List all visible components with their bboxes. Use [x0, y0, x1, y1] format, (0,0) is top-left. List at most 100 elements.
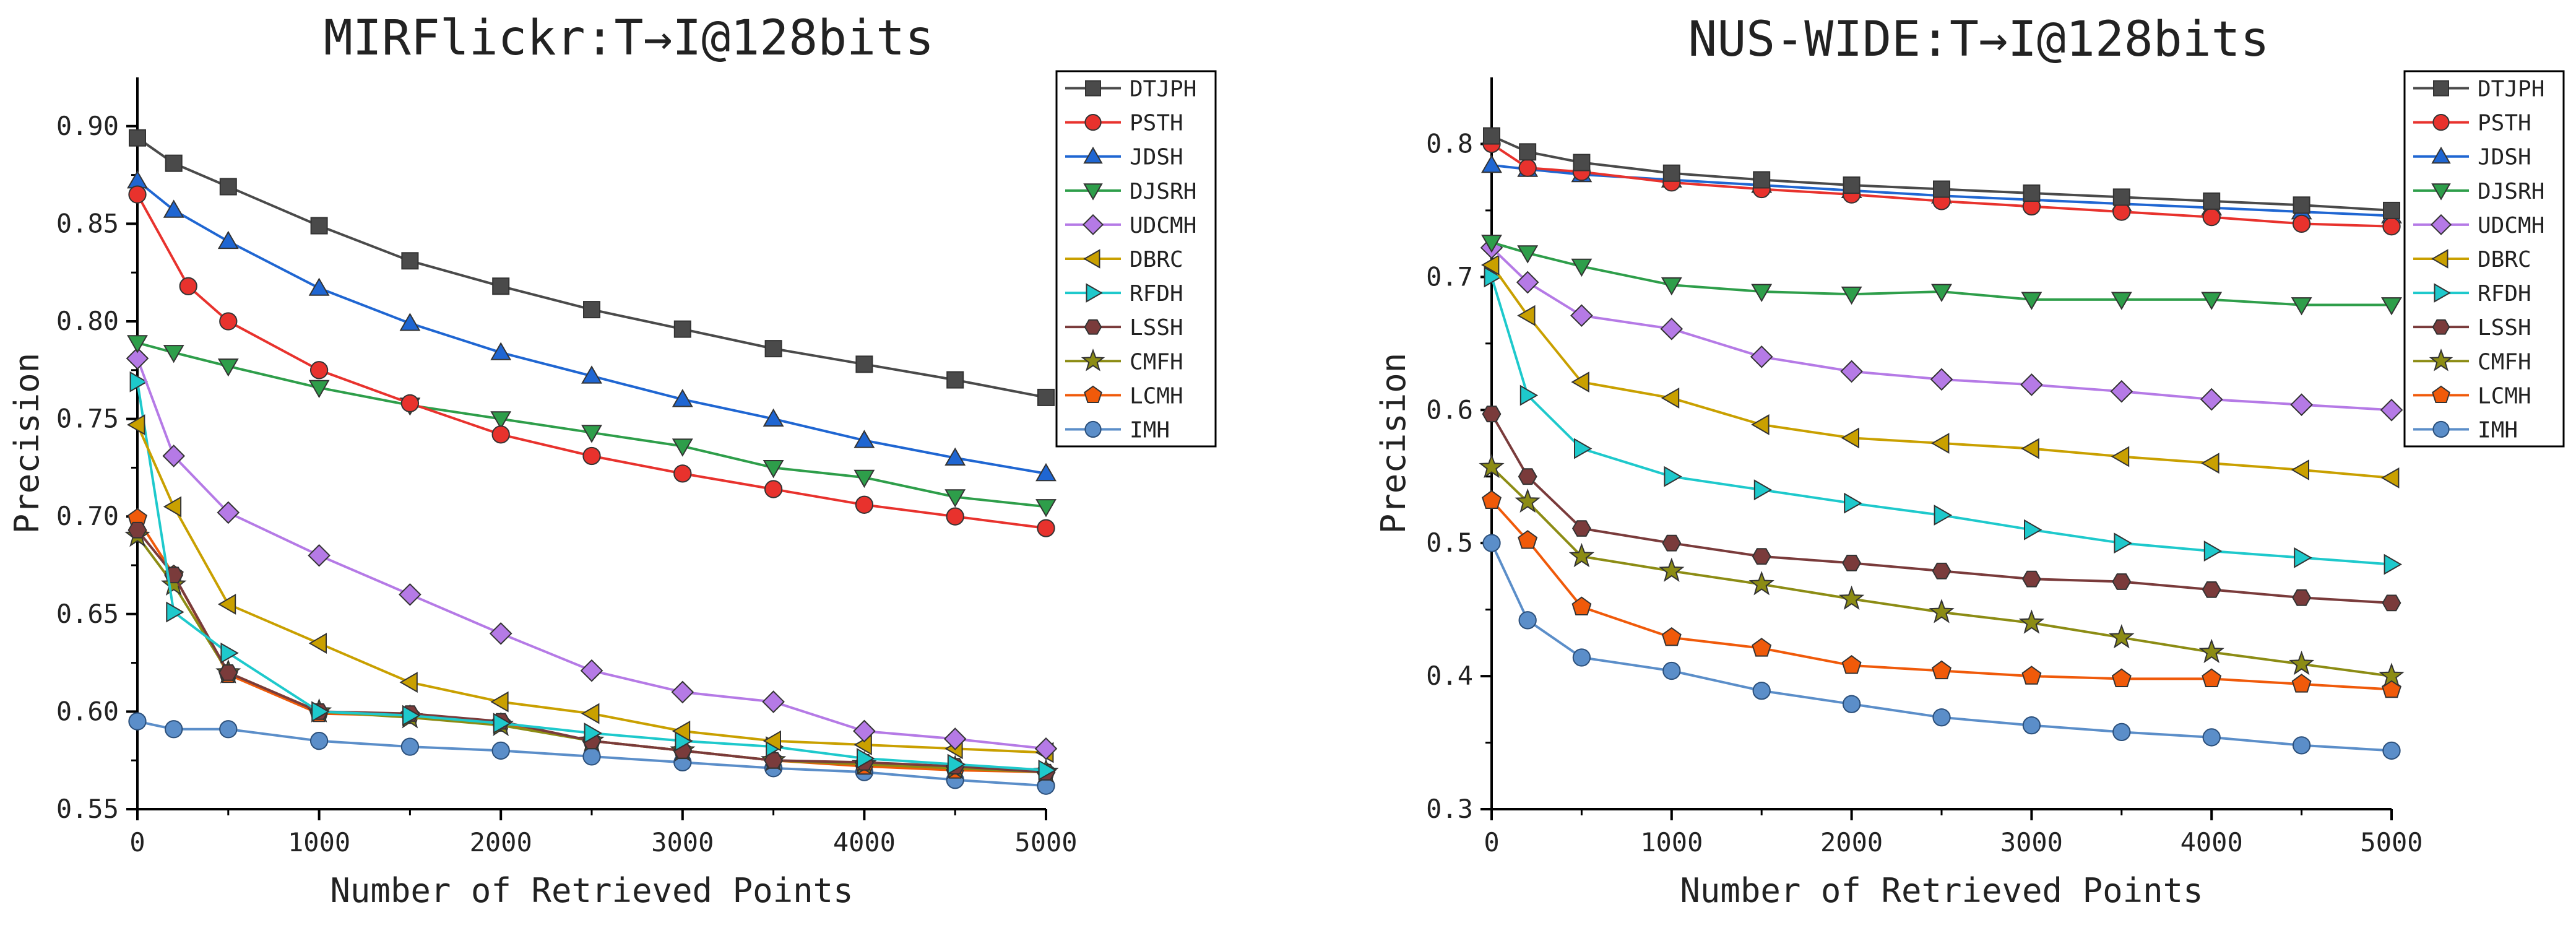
- legend-entry: JDSH: [1065, 145, 1183, 170]
- series-line: [1490, 466, 2392, 678]
- data-point: [2383, 201, 2400, 219]
- x-tick-label: 1000: [1640, 827, 1703, 857]
- data-point: [2202, 581, 2221, 598]
- data-point: [128, 521, 147, 539]
- data-point: [2292, 589, 2312, 606]
- data-point: [763, 730, 781, 752]
- legend-marker: [2433, 80, 2449, 97]
- series-psth: [128, 185, 1055, 537]
- series-udcmh: [126, 347, 1058, 760]
- legend-label: DTJPH: [1130, 77, 1196, 102]
- data-point: [163, 199, 184, 218]
- data-point: [1841, 286, 1862, 305]
- series-lssh: [1482, 406, 2401, 612]
- data-point: [217, 501, 240, 524]
- y-axis-label: Precision: [1374, 353, 1413, 534]
- data-point: [220, 642, 239, 664]
- series-line: [136, 194, 1047, 530]
- legend-entry: PSTH: [2413, 111, 2531, 136]
- data-point: [854, 469, 875, 488]
- legend-entry: CMFH: [2413, 348, 2531, 375]
- data-point: [1662, 534, 1682, 552]
- data-point: [1518, 611, 1537, 630]
- legend-marker: [1083, 146, 1103, 164]
- data-point: [490, 342, 512, 360]
- data-point: [1838, 585, 1865, 610]
- data-point: [947, 753, 966, 775]
- data-point: [1518, 468, 1537, 485]
- data-point: [1571, 371, 1589, 393]
- data-point: [2201, 453, 2219, 474]
- series-group: [124, 129, 1059, 795]
- series-dbrc: [126, 414, 1054, 763]
- data-point: [399, 313, 421, 331]
- data-point: [310, 217, 328, 235]
- data-point: [2202, 728, 2221, 747]
- data-point: [671, 680, 694, 704]
- legend-entry: CMFH: [1065, 348, 1183, 375]
- y-tick-label: 0.8: [1426, 128, 1473, 158]
- series-line: [1490, 413, 2392, 604]
- data-point: [127, 170, 148, 189]
- y-tick-label: 0.75: [56, 404, 119, 434]
- data-point: [1484, 266, 1503, 288]
- data-point: [1661, 627, 1682, 646]
- data-point: [2381, 297, 2402, 316]
- x-tick-label: 2000: [470, 827, 532, 857]
- series-line: [136, 424, 1047, 754]
- data-point: [1516, 271, 1539, 294]
- data-point: [2111, 668, 2132, 687]
- series-line: [136, 529, 1047, 774]
- data-point: [764, 480, 783, 498]
- data-point: [2200, 388, 2223, 411]
- data-point: [1662, 661, 1681, 680]
- data-point: [2020, 373, 2043, 396]
- data-point: [855, 495, 874, 514]
- data-point: [2112, 723, 2131, 742]
- legend-marker: [1086, 283, 1103, 303]
- y-tick-label: 0.7: [1426, 261, 1473, 292]
- data-point: [308, 544, 331, 567]
- data-point: [763, 460, 784, 479]
- data-point: [762, 690, 785, 713]
- series-imh: [128, 712, 1055, 795]
- data-point: [1841, 655, 1862, 674]
- data-point: [581, 365, 602, 384]
- legend-label: DJSRH: [2478, 179, 2544, 204]
- data-point: [1929, 599, 1955, 623]
- data-point: [2110, 380, 2133, 403]
- data-point: [1571, 258, 1593, 277]
- legend-marker: [1083, 249, 1100, 269]
- data-point: [2382, 217, 2401, 236]
- data-point: [400, 737, 420, 756]
- legend-entry: LSSH: [1065, 315, 1183, 341]
- x-tick-label: 0: [1484, 827, 1499, 857]
- data-point: [163, 496, 182, 518]
- legend-label: UDCMH: [1130, 213, 1196, 238]
- data-point: [581, 425, 602, 443]
- y-tick-label: 0.70: [56, 501, 119, 531]
- data-point: [1932, 708, 1951, 727]
- series-jdsh: [127, 170, 1057, 482]
- data-point: [162, 445, 186, 467]
- legend-marker: [1084, 420, 1102, 438]
- data-point: [1481, 154, 1502, 173]
- data-point: [853, 719, 876, 743]
- data-point: [2294, 547, 2312, 568]
- series-lssh: [128, 521, 1056, 781]
- legend-entry: LSSH: [2413, 315, 2531, 341]
- data-point: [1753, 171, 1771, 189]
- data-point: [1038, 760, 1057, 781]
- chart-title: MIRFlickr:T→I@128bits: [324, 11, 934, 66]
- data-point: [1481, 235, 1502, 253]
- data-point: [2382, 594, 2401, 612]
- series-line: [136, 180, 1047, 475]
- series-rfdh: [1484, 266, 2403, 575]
- data-point: [309, 361, 329, 380]
- data-point: [2292, 214, 2311, 233]
- data-point: [1035, 462, 1057, 482]
- data-point: [1932, 660, 1951, 680]
- data-point: [2198, 638, 2224, 664]
- data-point: [2021, 570, 2041, 588]
- data-point: [2021, 438, 2039, 459]
